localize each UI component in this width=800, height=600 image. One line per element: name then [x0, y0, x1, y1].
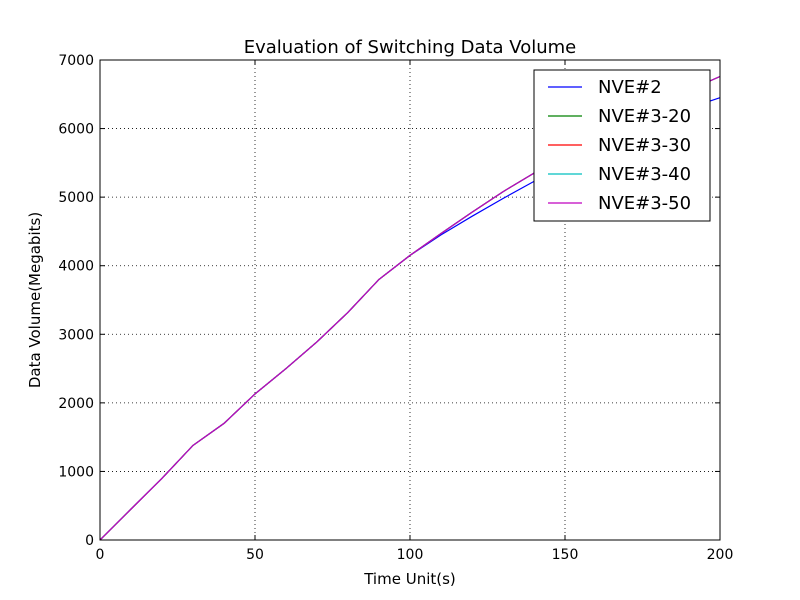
ticks: 0 50 100 150 2000100020003000400050006000700…	[58, 53, 733, 563]
y-tick-label: 4000	[58, 259, 94, 275]
legend-label: NVE#3-50	[598, 193, 691, 214]
legend-label: NVE#3-20	[598, 106, 691, 127]
y-tick-label: 3000	[58, 327, 94, 343]
x-tick-label: 50	[246, 547, 264, 563]
chart-title: Evaluation of Switching Data Volume	[244, 37, 576, 58]
y-tick-label: 2000	[58, 396, 94, 412]
legend-label: NVE#2	[598, 77, 662, 98]
legend-label: NVE#3-30	[598, 135, 691, 156]
x-tick-label: 150	[552, 547, 579, 563]
legend: NVE#2 NVE#3-20 NVE#3-30 NVE#3-40 NVE#3-50	[533, 69, 711, 222]
x-tick-label: 200	[707, 547, 734, 563]
y-tick-label: 5000	[58, 190, 94, 206]
y-tick-label: 6000	[58, 122, 94, 138]
y-tick-label: 1000	[58, 464, 94, 480]
x-axis-title: Time Unit(s)	[363, 570, 456, 588]
x-tick-label: 0	[96, 547, 105, 563]
y-tick-label: 7000	[58, 53, 94, 69]
y-tick-label: 0	[85, 533, 94, 549]
legend-label: NVE#3-40	[598, 164, 691, 185]
x-tick-label: 100	[397, 547, 424, 563]
y-axis-title: Data Volume(Megabits)	[26, 212, 44, 388]
